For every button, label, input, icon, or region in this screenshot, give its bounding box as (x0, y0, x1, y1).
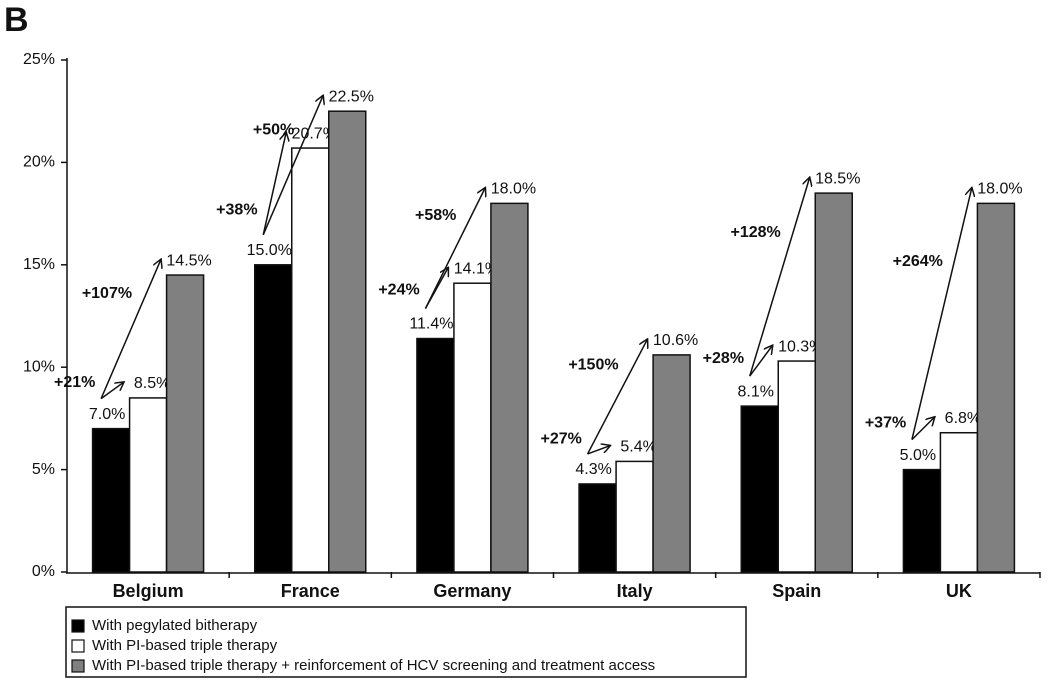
x-tick-label: UK (946, 581, 972, 601)
value-label: 6.8% (945, 410, 981, 427)
legend-swatch (71, 619, 85, 633)
y-tick-label: 0% (32, 563, 55, 580)
bar (939, 431, 979, 573)
increase-label: +128% (730, 224, 780, 241)
bar (490, 202, 529, 573)
increase-label: +24% (378, 282, 419, 299)
increase-arrow (911, 187, 972, 440)
increase-label: +28% (703, 350, 744, 367)
y-tick-label: 10% (23, 358, 55, 375)
bar (976, 202, 1016, 573)
increase-label: +37% (865, 415, 906, 432)
value-label: 5.0% (900, 447, 936, 464)
increase-arrow (749, 345, 773, 377)
value-label: 7.0% (89, 406, 125, 423)
value-label: 22.5% (329, 88, 374, 105)
legend-swatch (71, 639, 85, 653)
value-label: 8.1% (738, 383, 774, 400)
bar (814, 192, 853, 573)
value-label: 18.0% (491, 181, 536, 198)
legend (65, 606, 747, 678)
bar (777, 360, 816, 573)
bar (328, 110, 367, 573)
increase-arrow (424, 187, 485, 309)
x-tick-label: Belgium (113, 581, 184, 601)
bar (416, 337, 455, 573)
increase-arrow (100, 382, 124, 400)
value-label: 10.3% (778, 338, 823, 355)
bar (91, 427, 131, 573)
value-label: 18.0% (977, 181, 1022, 198)
increase-label: +107% (82, 285, 132, 302)
y-tick-label: 15% (23, 256, 55, 273)
increase-label: +50% (253, 121, 294, 138)
bar (652, 354, 691, 573)
chart-title: B (4, 1, 29, 39)
bar (902, 468, 942, 573)
increase-label: +38% (216, 202, 257, 219)
increase-label: +264% (893, 253, 943, 270)
value-label: 14.5% (166, 252, 211, 269)
increase-arrow (100, 259, 161, 399)
legend-label: With PI-based triple therapy + reinforce… (92, 657, 655, 674)
bar (453, 282, 492, 573)
value-label: 18.5% (815, 170, 860, 187)
value-label: 8.5% (134, 375, 170, 392)
bar (165, 274, 205, 573)
increase-arrow (262, 95, 323, 236)
y-tick-label: 20% (23, 154, 55, 171)
increase-arrow (749, 177, 810, 377)
value-label: 5.4% (620, 439, 656, 456)
increase-arrow (911, 417, 935, 441)
increase-label: +150% (568, 356, 618, 373)
y-tick-label: 5% (32, 461, 55, 478)
value-label: 20.7% (292, 125, 337, 142)
x-tick-label: Spain (772, 581, 821, 601)
value-label: 4.3% (575, 461, 611, 478)
bar (254, 264, 293, 573)
bar (740, 405, 779, 573)
value-label: 14.1% (454, 260, 499, 277)
increase-arrow (587, 445, 611, 455)
value-label: 10.6% (653, 332, 698, 349)
legend-label: With pegylated bitherapy (92, 617, 258, 634)
x-tick-label: France (281, 581, 340, 601)
bar (578, 483, 617, 573)
y-tick-label: 25% (23, 51, 55, 68)
bar (128, 397, 168, 573)
increase-arrow (262, 132, 286, 235)
increase-arrow (586, 339, 648, 455)
x-tick-label: Italy (617, 581, 653, 601)
legend-label: With PI-based triple therapy (92, 637, 278, 654)
value-label: 11.4% (409, 316, 453, 333)
x-tick-label: Germany (433, 581, 511, 601)
bar (615, 460, 654, 573)
increase-label: +27% (541, 430, 582, 447)
legend-swatch (71, 659, 85, 673)
increase-label: +58% (415, 207, 456, 224)
increase-label: +21% (54, 374, 95, 391)
value-label: 15.0% (247, 242, 292, 259)
bar (291, 147, 330, 573)
